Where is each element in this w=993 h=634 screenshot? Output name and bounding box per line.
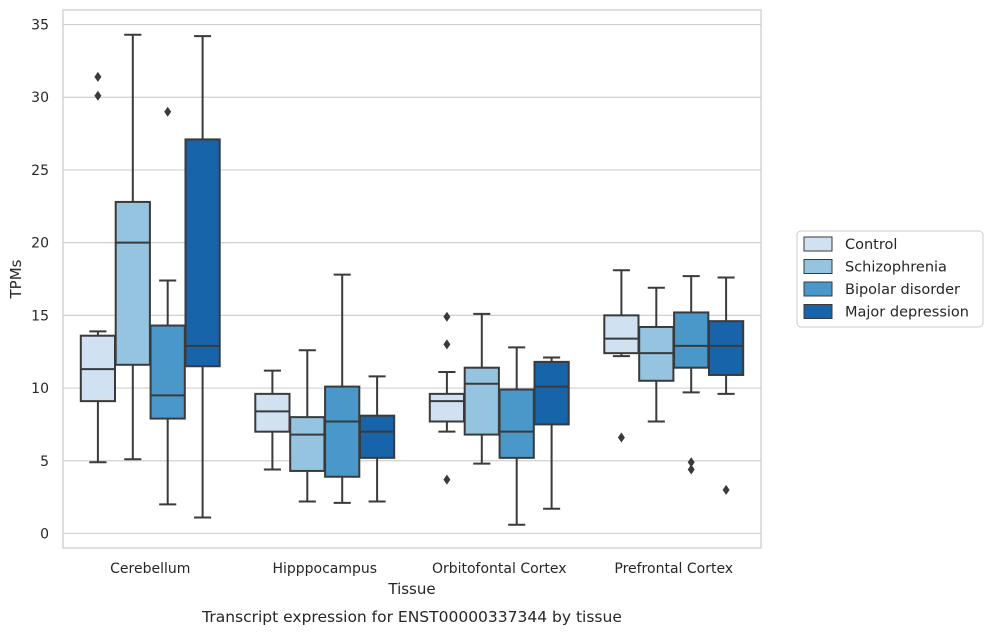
y-axis-label: TPMs [7, 259, 25, 299]
box-body [184, 138, 221, 368]
x-tick-label: Orbitofontal Cortex [432, 561, 567, 577]
legend-label: Schizophrenia [845, 260, 947, 276]
y-tick-labels: 0 5 10 15 20 25 30 35 [31, 18, 49, 543]
box-body [358, 414, 396, 459]
box-control [428, 311, 466, 485]
y-tick-label: 30 [31, 90, 49, 106]
outlier-point [617, 432, 625, 443]
legend-swatch [803, 259, 833, 274]
y-tick-label: 35 [31, 18, 49, 34]
box-body [707, 320, 745, 376]
outlier-point [687, 457, 695, 468]
y-tick-label: 5 [40, 454, 49, 470]
legend-frame [796, 230, 984, 328]
plot-frame [62, 9, 762, 549]
box-body [324, 385, 361, 478]
outlier-point [443, 474, 451, 485]
outlier-point [722, 484, 730, 495]
legend-swatch [803, 281, 833, 297]
box-schizophrenia [463, 312, 500, 465]
y-tick-label: 25 [31, 163, 49, 179]
outlier-point [94, 90, 102, 101]
box-schizophrenia [114, 33, 151, 461]
legend-swatch [803, 236, 833, 252]
y-tick-label: 0 [40, 526, 49, 542]
box-control [79, 71, 117, 464]
outlier-point [164, 106, 172, 117]
box-body [289, 416, 326, 472]
legend-label: Control [845, 237, 897, 253]
box-schizophrenia [289, 349, 326, 503]
legend-label: Major depression [845, 305, 969, 321]
box-series [79, 33, 745, 526]
box-body [533, 360, 570, 426]
outlier-point [687, 464, 695, 475]
box-control [254, 369, 291, 471]
box-major-depression [707, 276, 745, 495]
outlier-point [94, 71, 102, 82]
box-control [603, 269, 640, 443]
box-body [603, 314, 640, 355]
x-tick-label: Cerebellum [110, 561, 190, 577]
box-body [463, 366, 500, 436]
box-body [673, 311, 710, 369]
legend-swatch [803, 304, 833, 319]
y-tick-label: 15 [31, 308, 49, 324]
legend-label: Bipolar disorder [845, 282, 960, 298]
box-bipolar-disorder [149, 106, 186, 506]
x-axis-label: Tissue [387, 580, 435, 598]
box-body [149, 324, 186, 420]
plot-area [63, 10, 761, 548]
y-tick-label: 10 [31, 381, 49, 397]
x-tick-labels: Cerebellum Hipppocampus Orbitofontal Corte… [110, 561, 733, 577]
x-tick-label: Prefrontal Cortex [614, 561, 733, 577]
box-major-depression [533, 356, 570, 510]
box-bipolar-disorder [673, 275, 710, 475]
legend: Control Schizophrenia Bipolar disorder Majo… [796, 230, 984, 328]
x-tick-label: Hipppocampus [272, 561, 377, 577]
outlier-point [443, 311, 451, 322]
outlier-point [443, 339, 451, 350]
box-body [254, 392, 291, 433]
box-bipolar-disorder [324, 273, 361, 504]
box-body [498, 388, 535, 459]
box-schizophrenia [638, 286, 675, 423]
box-major-depression [358, 375, 396, 503]
box-body [428, 392, 466, 423]
box-major-depression [184, 35, 221, 519]
y-tick-label: 20 [31, 236, 49, 252]
box-body [114, 200, 151, 366]
chart-caption: Transcript expression for ENST0000033734… [201, 608, 622, 626]
